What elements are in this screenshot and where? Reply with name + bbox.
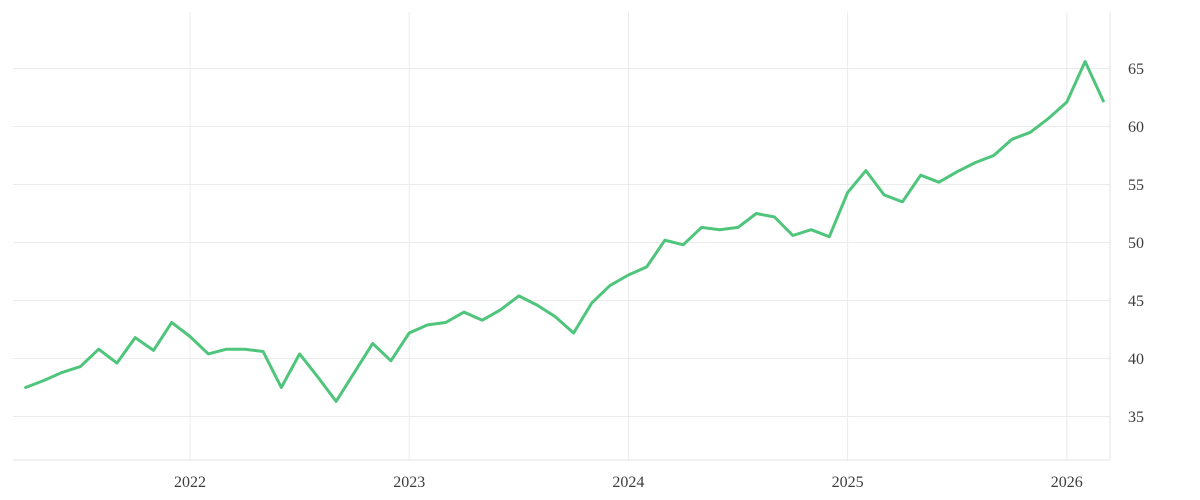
y-axis-tick-label: 65 [1128,61,1144,78]
y-axis-tick-label: 45 [1128,293,1144,310]
x-axis-tick-label: 2023 [393,474,425,491]
y-axis-tick-label: 60 [1128,119,1144,136]
series-line [24,60,1105,403]
y-axis-tick-label: 50 [1128,235,1144,252]
y-axis-tick-label: 40 [1128,351,1144,368]
x-axis-tick-label: 2026 [1051,474,1083,491]
x-axis-tick-label: 2024 [612,474,644,491]
x-axis-tick-label: 2025 [832,474,864,491]
y-axis-tick-label: 35 [1128,409,1144,426]
y-axis-tick-label: 55 [1128,177,1144,194]
x-axis-tick-label: 2022 [174,474,206,491]
gridlines [13,12,1110,460]
